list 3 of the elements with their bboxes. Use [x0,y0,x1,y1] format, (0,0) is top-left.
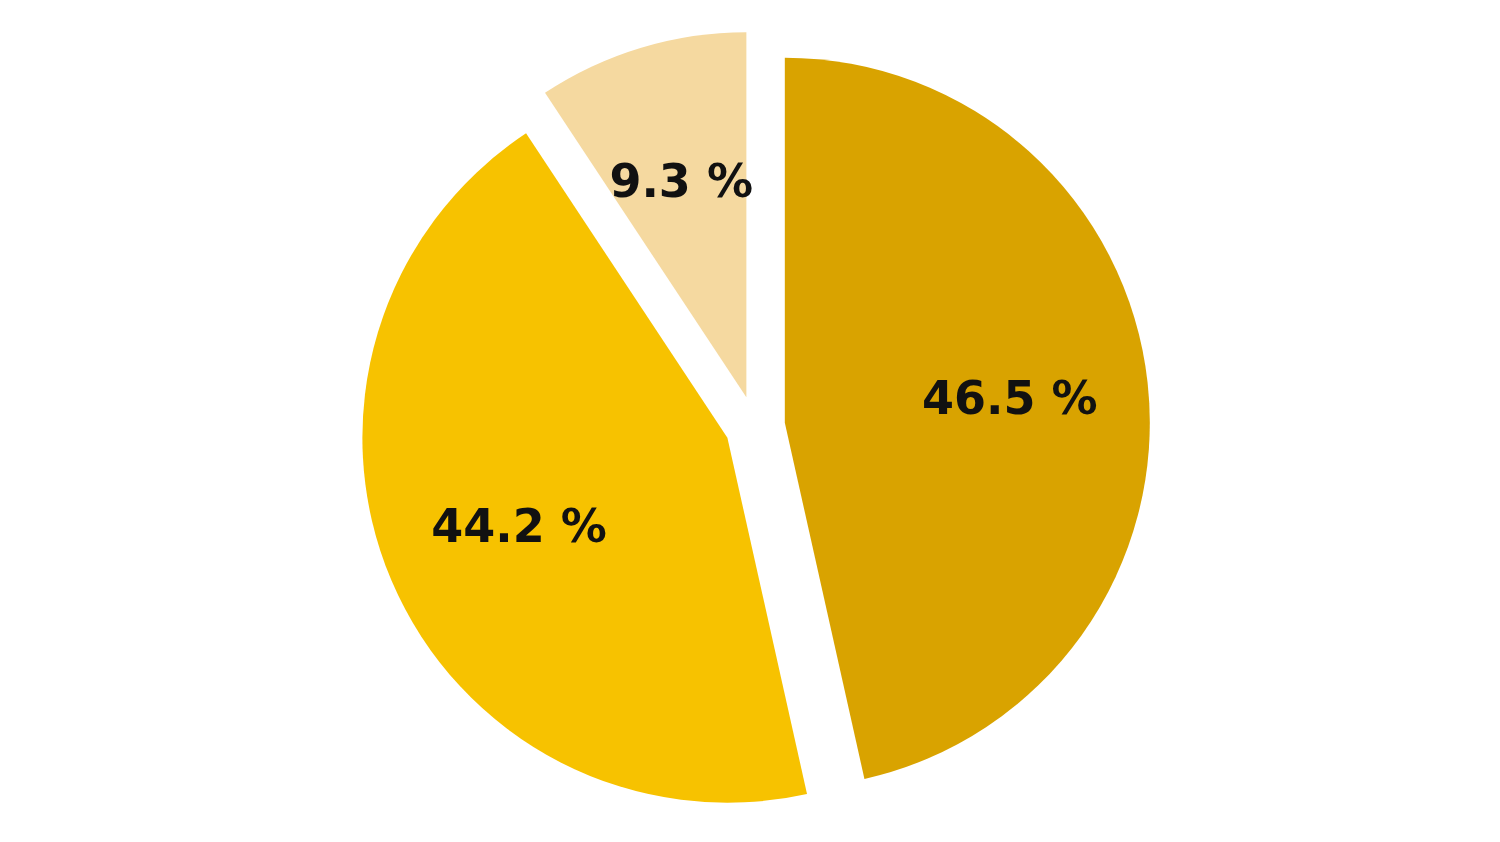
data-label: 44.2 % [431,499,607,554]
data-label: 46.5 % [921,370,1098,425]
data-label: 9.3 % [609,153,753,208]
